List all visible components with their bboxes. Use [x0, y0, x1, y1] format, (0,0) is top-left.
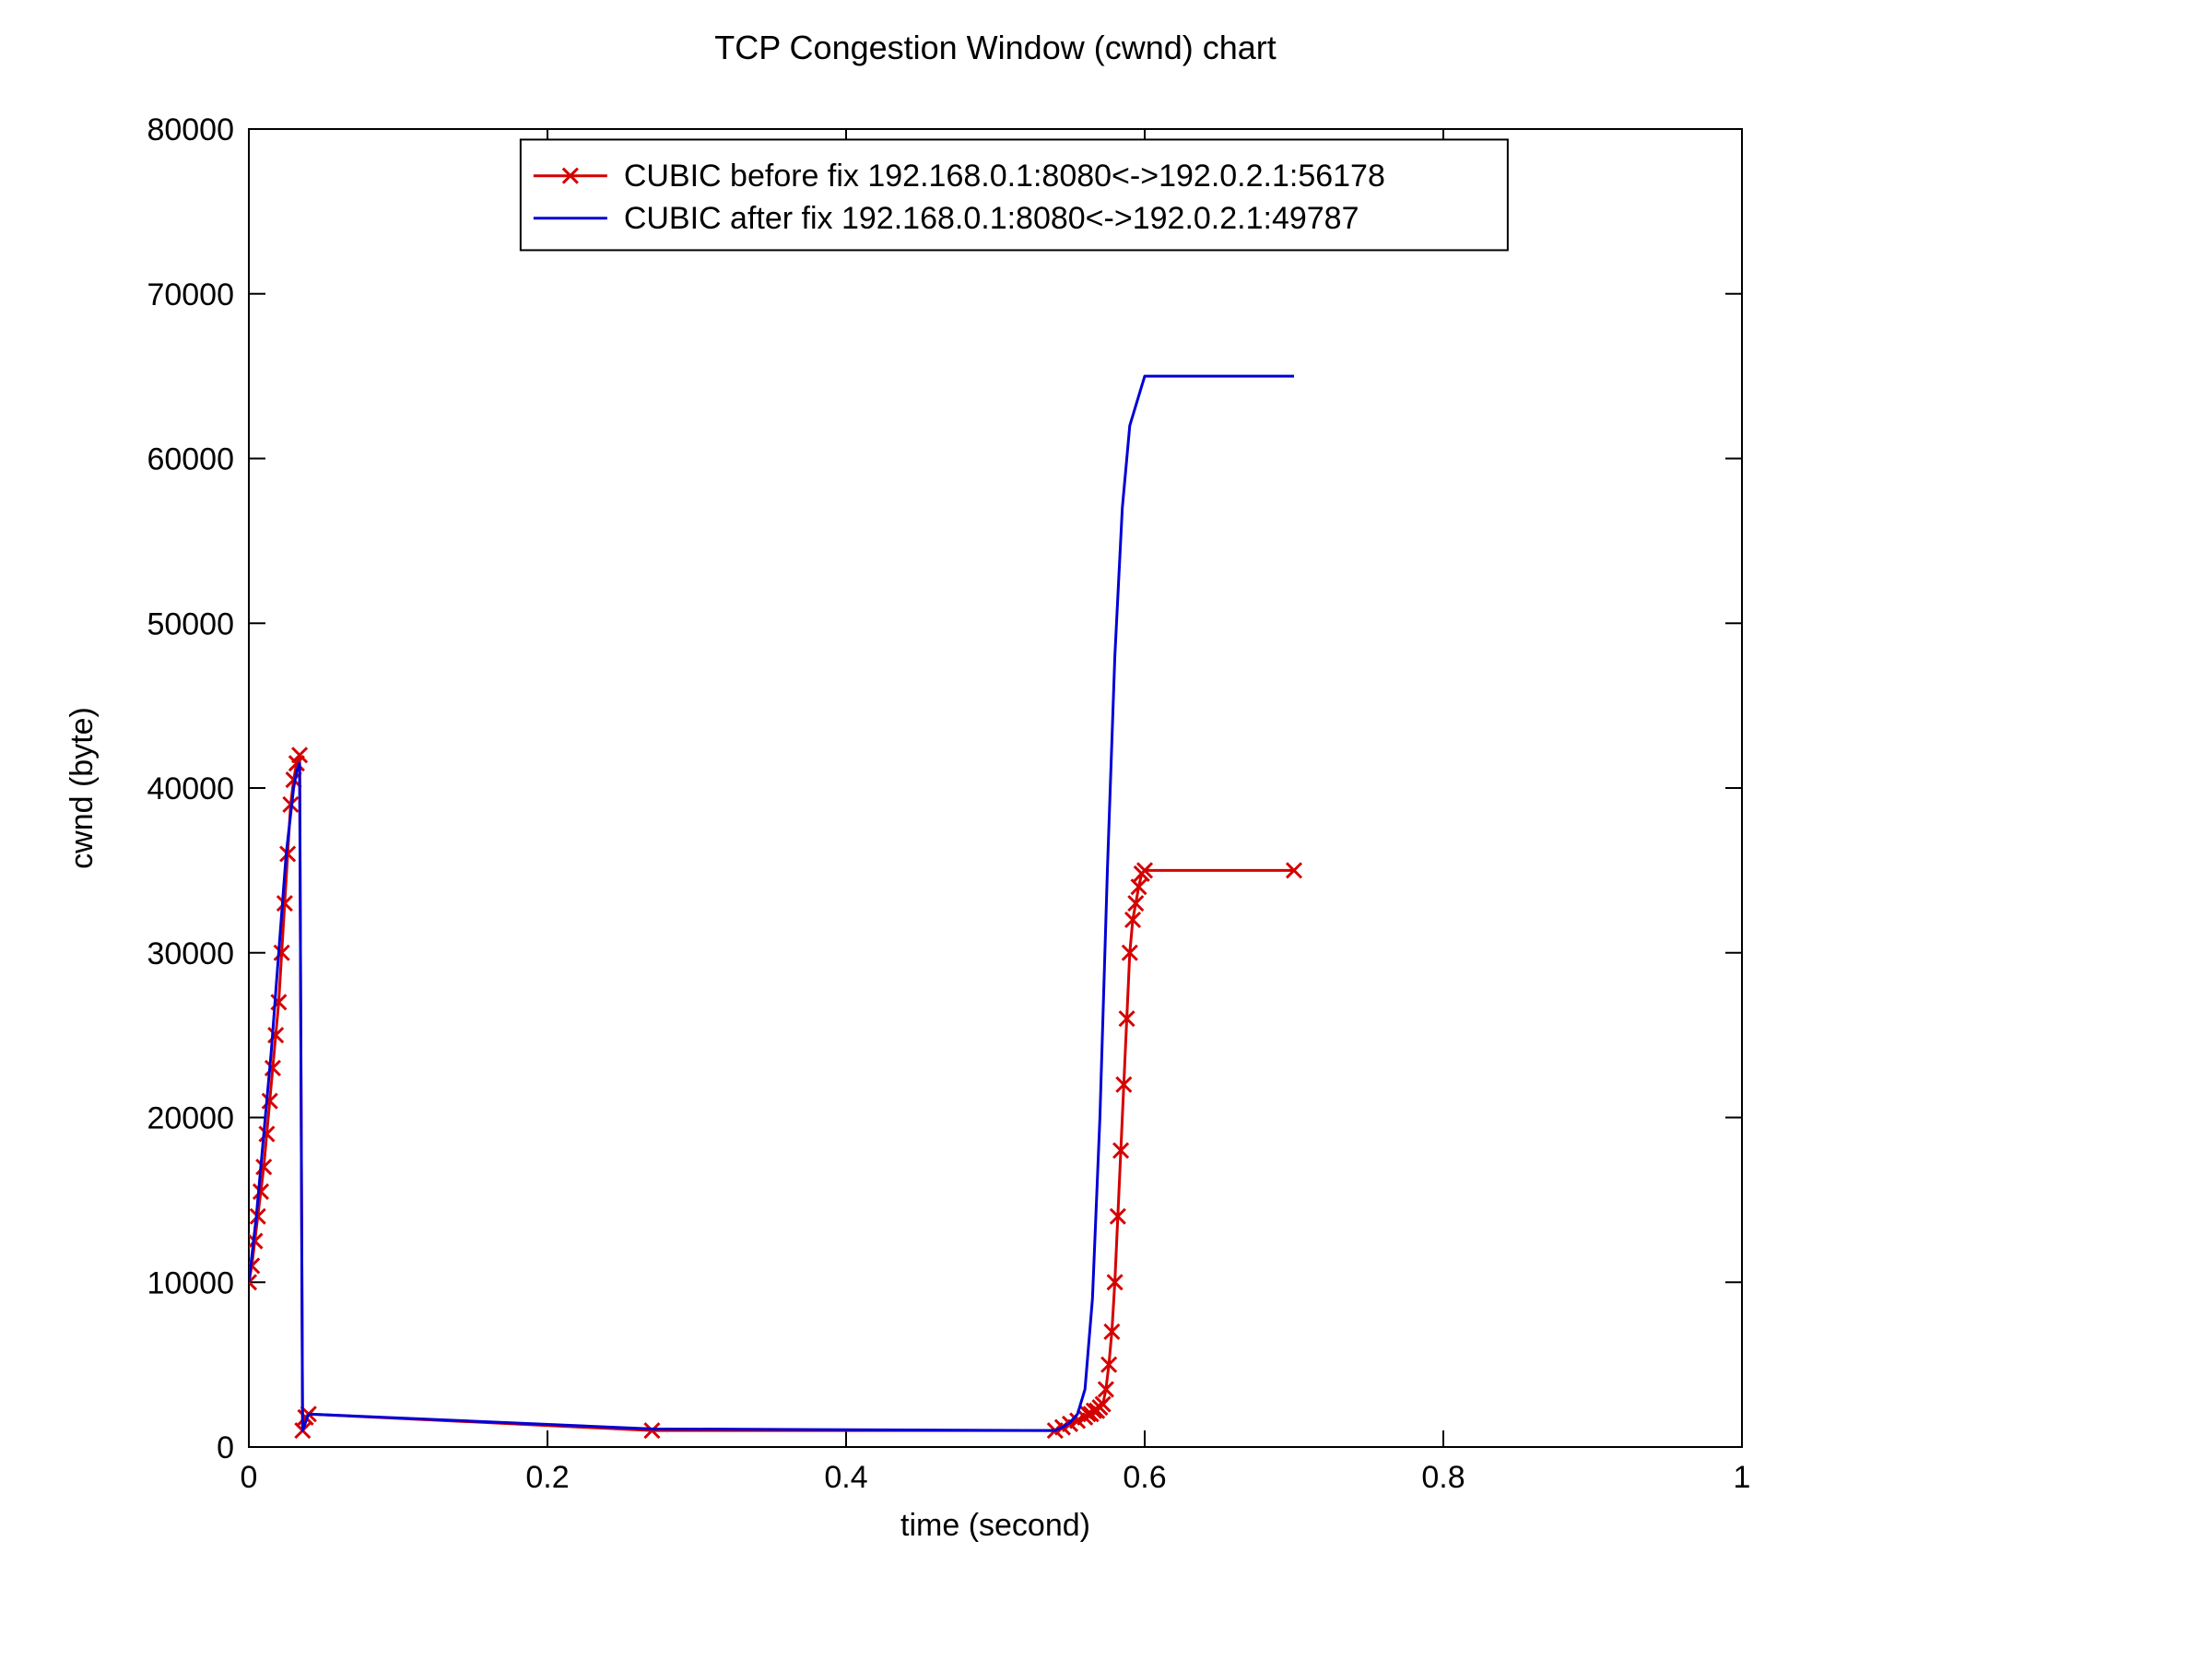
legend-label: CUBIC after fix 192.168.0.1:8080<->192.0…: [624, 201, 1359, 236]
x-tick-label: 0.4: [824, 1460, 867, 1495]
legend-label: CUBIC before fix 192.168.0.1:8080<->192.…: [624, 159, 1385, 194]
x-tick-label: 1: [1734, 1460, 1751, 1495]
x-tick-label: 0.2: [525, 1460, 569, 1495]
chart-container: 0 0.2 0.4 0.6 0.8 1 0 10000 20000 30000 40000 50000…: [0, 0, 2212, 1659]
y-tick-label: 70000: [147, 277, 234, 312]
chart-title: TCP Congestion Window (cwnd) chart: [714, 29, 1277, 66]
legend: CUBIC before fix 192.168.0.1:8080<->192.…: [521, 139, 1508, 250]
y-tick-label: 40000: [147, 771, 234, 806]
y-tick-label: 20000: [147, 1101, 234, 1136]
x-tick-label: 0: [241, 1460, 258, 1495]
y-tick-label: 60000: [147, 442, 234, 477]
x-tick-label: 0.8: [1421, 1460, 1465, 1495]
x-tick-label: 0.6: [1123, 1460, 1166, 1495]
y-tick-label: 0: [217, 1430, 234, 1465]
y-tick-label: 50000: [147, 606, 234, 641]
x-axis-label: time (second): [900, 1508, 1090, 1543]
y-tick-label: 10000: [147, 1265, 234, 1300]
y-axis-label: cwnd (byte): [65, 707, 100, 869]
y-tick-label: 80000: [147, 112, 234, 147]
y-tick-label: 30000: [147, 936, 234, 971]
cwnd-chart: 0 0.2 0.4 0.6 0.8 1 0 10000 20000 30000 40000 50000…: [0, 0, 2212, 1659]
